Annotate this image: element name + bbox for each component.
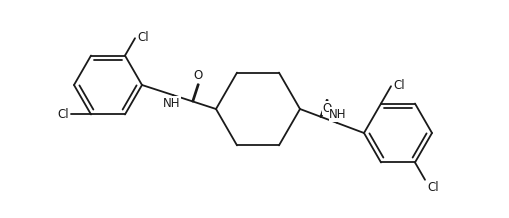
Text: Cl: Cl bbox=[137, 31, 148, 44]
Text: Cl: Cl bbox=[392, 79, 404, 92]
Text: NH: NH bbox=[329, 108, 346, 121]
Text: Cl: Cl bbox=[57, 108, 69, 121]
Text: Cl: Cl bbox=[426, 181, 438, 194]
Text: O: O bbox=[322, 102, 331, 115]
Text: O: O bbox=[193, 69, 202, 82]
Text: NH: NH bbox=[163, 97, 181, 110]
